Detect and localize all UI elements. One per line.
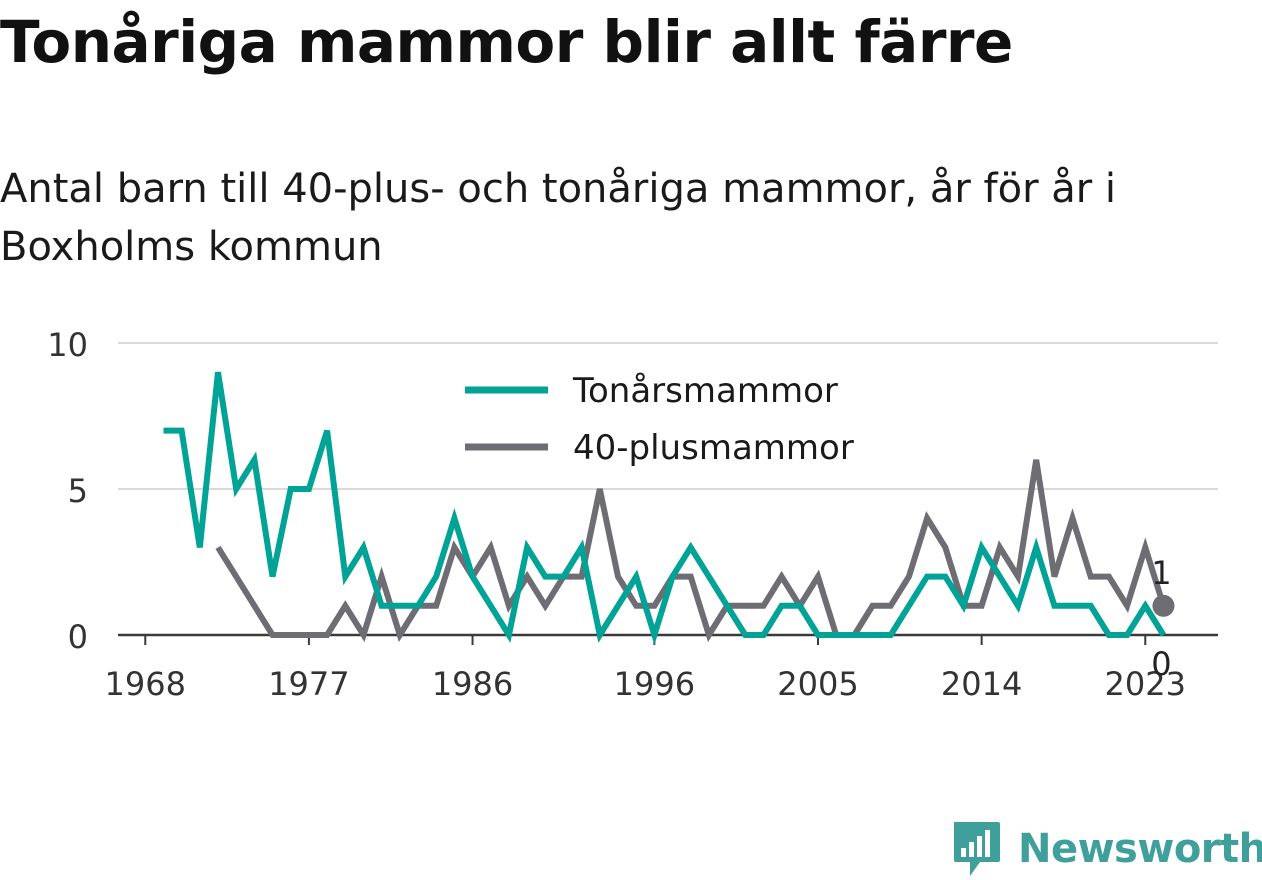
y-tick-label: 10 bbox=[47, 326, 88, 364]
end-value-label-tonars: 0 bbox=[1151, 645, 1171, 683]
y-tick-label: 5 bbox=[68, 472, 88, 510]
x-tick-label: 2014 bbox=[941, 665, 1022, 703]
end-value-label-40-plus: 1 bbox=[1151, 554, 1171, 592]
x-tick-label: 2005 bbox=[777, 665, 858, 703]
x-tick-label: 1968 bbox=[105, 665, 186, 703]
x-tick-label: 1977 bbox=[268, 665, 349, 703]
chart-title: Tonåriga mammor blir allt färre bbox=[0, 8, 1013, 76]
x-tick-label: 1986 bbox=[432, 665, 513, 703]
brand-logo-group[interactable]: Newsworthy bbox=[950, 818, 1262, 880]
legend-label: Tonårsmammor bbox=[572, 371, 838, 411]
newsworthy-logo-icon bbox=[954, 822, 1000, 876]
legend-label: 40-plusmammor bbox=[573, 428, 854, 468]
series-line-tonarsmammor bbox=[163, 371, 1167, 646]
series-end-marker bbox=[1152, 594, 1175, 617]
x-axis: 1968 1977 1986 1996 2005 2014 2023 bbox=[105, 635, 1186, 703]
legend: Tonårsmammor 40-plusmammor bbox=[465, 371, 854, 468]
series-lines: 10 bbox=[163, 371, 1175, 683]
y-tick-label: 0 bbox=[68, 618, 88, 656]
chart-subtitle: Antal barn till 40-plus- och tonåriga ma… bbox=[0, 166, 1117, 270]
x-tick-label: 2023 bbox=[1105, 665, 1186, 703]
brand-name: Newsworthy bbox=[1018, 826, 1262, 872]
x-tick-label: 1996 bbox=[614, 665, 695, 703]
